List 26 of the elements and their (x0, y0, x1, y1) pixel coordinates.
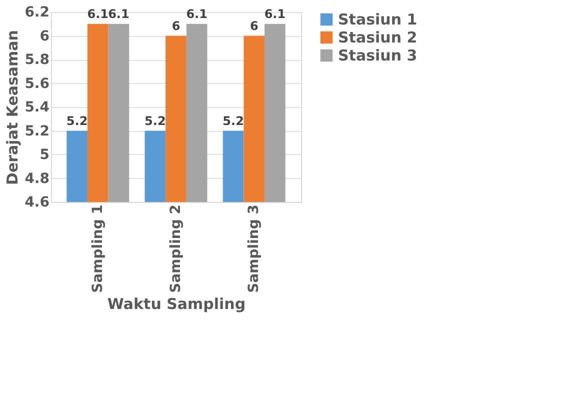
data-label: 6.1 (87, 6, 109, 21)
legend-label: Stasiun 2 (338, 28, 418, 46)
y-axis-title: Derajat Keasaman (4, 30, 22, 185)
y-tick-label: 5.8 (24, 52, 50, 68)
y-tick-label: 5 (40, 147, 50, 163)
legend-label: Stasiun 3 (338, 46, 418, 64)
data-label: 6.1 (264, 6, 286, 21)
data-label: 5.2 (144, 114, 166, 128)
y-tick-label: 6 (40, 28, 50, 44)
data-label: 6.1 (108, 6, 130, 21)
x-tick-label: Sampling 2 (168, 204, 184, 293)
data-label: 6 (172, 18, 180, 33)
y-tick-label: 5.4 (24, 100, 50, 116)
legend-label: Stasiun 1 (338, 10, 418, 28)
x-tick-label: Sampling 1 (90, 204, 106, 293)
data-label: 6 (250, 18, 258, 33)
y-tick-label: 4.6 (24, 194, 50, 210)
y-tick-label: 5.2 (24, 123, 50, 140)
data-label: 5.2 (66, 114, 88, 128)
data-label: 5.2 (222, 114, 244, 128)
x-tick-label: Sampling 3 (246, 204, 262, 293)
y-tick-label: 5.6 (24, 76, 50, 92)
x-axis-title: Waktu Sampling (107, 294, 246, 313)
y-tick-label: 6.2 (24, 4, 50, 20)
data-label: 6.1 (186, 6, 208, 21)
y-tick-label: 4.8 (24, 170, 50, 187)
